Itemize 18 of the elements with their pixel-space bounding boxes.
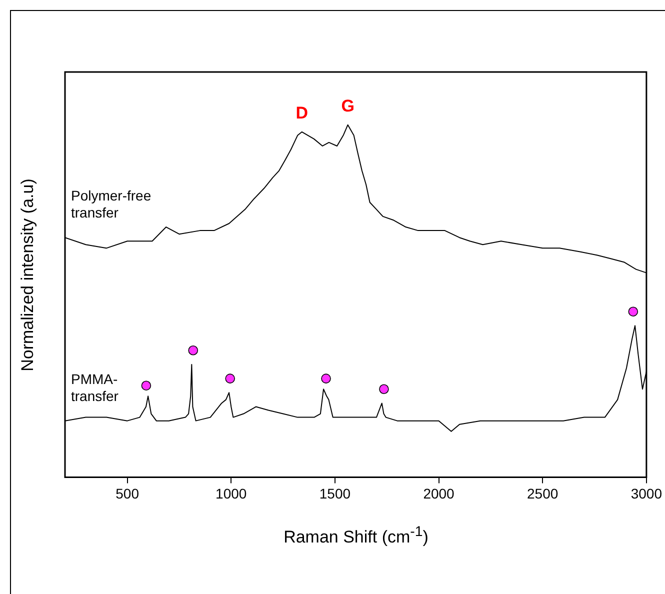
point (188, 345, 198, 356)
x-tick-label: 2500 (527, 485, 558, 502)
x-tick-label: 2000 (423, 485, 455, 502)
point (141, 380, 152, 390)
x-tick-label: 500 (116, 485, 140, 502)
point (628, 306, 638, 316)
annotation: D (296, 104, 308, 123)
point (225, 374, 235, 384)
point (321, 374, 331, 384)
point (379, 384, 389, 394)
series-label: PMMA-transfer (71, 370, 119, 404)
series-label: Polymer-free transfer (71, 188, 152, 221)
annotation: G (341, 96, 354, 116)
y-axis-title: Normalized intensity (a.u) (18, 178, 38, 372)
x-tick-label: 1000 (216, 485, 247, 502)
x-tick-label: 1500 (319, 485, 351, 502)
x-axis-title: Raman Shift (cm$^{-1}$) (282, 524, 430, 548)
x-tick-label: 3000 (630, 485, 662, 502)
